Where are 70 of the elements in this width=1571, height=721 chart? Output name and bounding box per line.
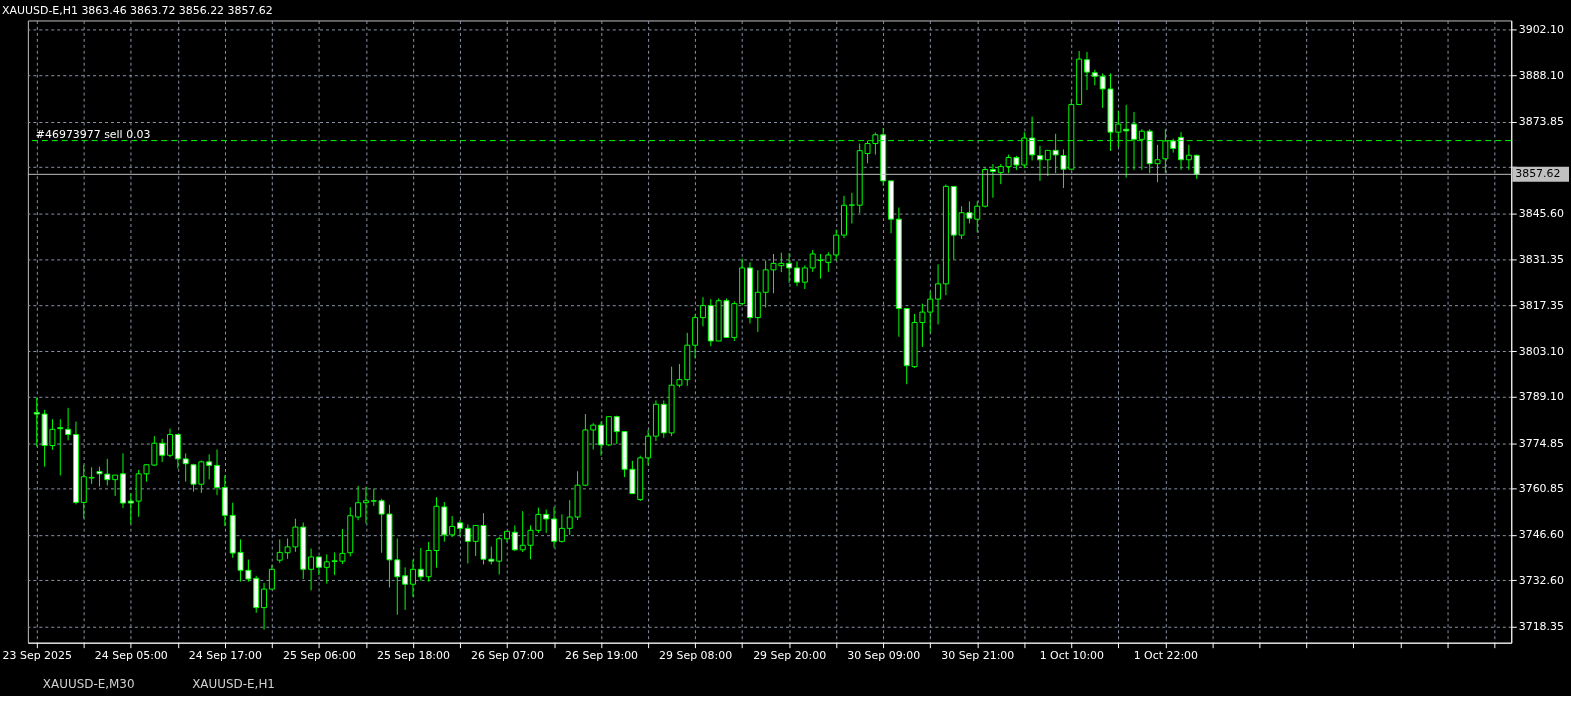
candlestick (112, 474, 119, 497)
candlestick (833, 229, 840, 261)
y-tick-label: 3831.35 (1518, 253, 1564, 267)
candlestick (206, 453, 213, 480)
candlestick (558, 513, 565, 544)
candlestick (57, 418, 64, 476)
ref-line-label: 3857.62 (1515, 167, 1561, 181)
chart-title: XAUUSD-E,H1 3863.46 3863.72 3856.22 3857.62 (2, 4, 273, 18)
y-tick-label: 3718.35 (1518, 620, 1564, 634)
candlestick (801, 264, 808, 290)
candlestick (551, 506, 558, 549)
candlestick (308, 548, 315, 591)
candlestick (167, 428, 173, 458)
candlestick (457, 519, 463, 537)
candlestick (598, 421, 605, 457)
text: XAUUSD-E,H1 (192, 677, 275, 692)
x-tick-label: 26 Sep 07:00 (471, 649, 545, 663)
candlestick (127, 493, 134, 525)
x-tick-label: 25 Sep 18:00 (376, 649, 451, 663)
y-tick-label: 3774.85 (1518, 436, 1564, 450)
y-tick-label: 3760.85 (1518, 482, 1564, 496)
candlestick (1036, 145, 1043, 182)
candlestick (794, 260, 800, 287)
x-tick-label: 1 Oct 22:00 (1133, 649, 1199, 663)
candlestick (409, 559, 416, 598)
ref-line-label: #46973977 sell 0.03 (35, 127, 151, 141)
candlestick (496, 536, 503, 575)
candlestick (449, 515, 456, 538)
candlestick (65, 407, 72, 441)
candlestick (1185, 144, 1192, 171)
y-tick-label: 3746.60 (1518, 528, 1564, 542)
candlestick (464, 523, 471, 564)
candlestick (315, 556, 322, 576)
candlestick (786, 252, 793, 284)
candlestick (511, 524, 518, 552)
y-tick-label: 3845.60 (1518, 206, 1564, 220)
candlestick (699, 296, 706, 327)
x-tick-label: 25 Sep 06:00 (282, 649, 356, 663)
candlestick (1193, 154, 1200, 180)
x-tick-label: 26 Sep 19:00 (565, 649, 639, 663)
candlestick (261, 582, 268, 631)
y-tick-label: 3902.10 (1518, 23, 1564, 37)
candlestick (645, 429, 652, 466)
y-tick-label: 3732.60 (1518, 573, 1564, 587)
y-tick-label: 3803.10 (1518, 344, 1564, 358)
y-tick-label: 3789.10 (1518, 390, 1564, 404)
y-tick-label: 3817.35 (1518, 298, 1564, 312)
candlestick (935, 263, 942, 325)
candlestick (355, 485, 362, 521)
text: XAUUSD-E,M30 (42, 677, 135, 692)
candlestick (182, 452, 189, 483)
candlestick (214, 448, 221, 496)
x-tick-label: 1 Oct 10:00 (1039, 649, 1105, 663)
candlestick (848, 192, 855, 224)
x-tick-label: 30 Sep 21:00 (941, 649, 1015, 663)
x-tick-label: 30 Sep 09:00 (847, 649, 921, 663)
candlestick (417, 547, 424, 582)
candlestick (159, 438, 166, 463)
x-tick-label: 23 Sep 2025 (2, 649, 72, 663)
candlestick (1084, 51, 1090, 91)
x-tick-label: 29 Sep 20:00 (753, 649, 827, 663)
x-tick-label: 29 Sep 08:00 (659, 649, 733, 663)
candlestick (268, 564, 275, 590)
y-tick-label: 3888.10 (1518, 68, 1564, 82)
candlestick (362, 486, 369, 524)
x-tick-label: 24 Sep 17:00 (188, 649, 262, 663)
candlestick (402, 566, 409, 611)
x-tick-label: 24 Sep 05:00 (94, 649, 168, 663)
candlestick (989, 163, 996, 199)
y-tick-label: 3873.85 (1518, 115, 1564, 129)
